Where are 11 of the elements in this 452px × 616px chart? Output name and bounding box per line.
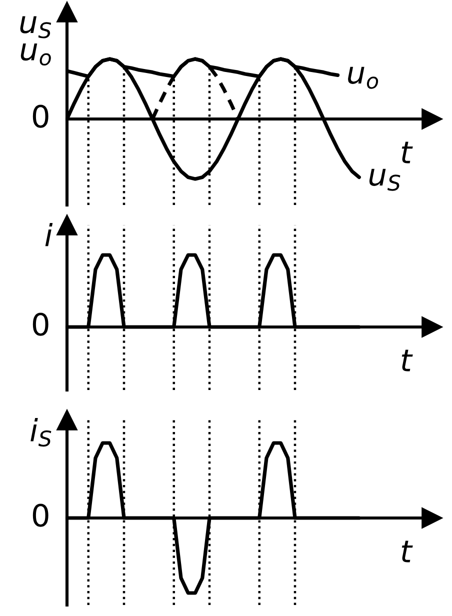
series-label: u$_{S}$ [369, 168, 400, 191]
y-axis-title: u$_{S}$ u$_{o}$ [20, 16, 52, 66]
y-axis-title: i [45, 222, 53, 246]
x-axis-title: t [402, 350, 413, 372]
x-axis-title: t [402, 540, 413, 562]
series-label: u$_{o}$ [348, 66, 378, 89]
text: 0 [32, 104, 48, 128]
x-axis-title: t [402, 142, 413, 164]
text: 0 [32, 312, 48, 336]
y-axis-title: i$_{S}$ [30, 418, 52, 447]
text: 0 [32, 504, 48, 527]
